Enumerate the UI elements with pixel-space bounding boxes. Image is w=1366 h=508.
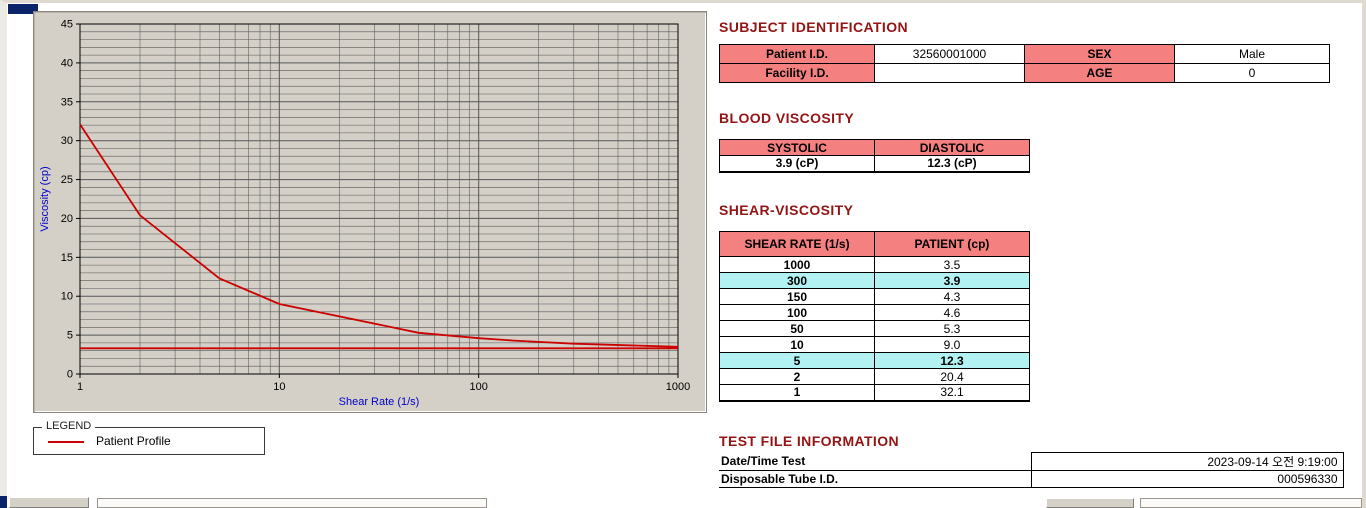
svg-text:30: 30 xyxy=(61,135,73,147)
facility-id-value xyxy=(874,63,1025,83)
svg-text:Shear Rate (1/s): Shear Rate (1/s) xyxy=(339,396,420,408)
svg-text:20: 20 xyxy=(61,213,73,225)
patient-cp-cell: 32.1 xyxy=(874,384,1030,402)
patient-cp-cell: 3.5 xyxy=(874,256,1030,273)
svg-text:0: 0 xyxy=(67,369,73,381)
test-file-information-table: Date/Time Test 2023-09-14 오전 9:19:00 Dis… xyxy=(719,452,1344,488)
patient-cp-header: PATIENT (cp) xyxy=(874,231,1030,257)
bottom-button-fragment-right[interactable] xyxy=(1046,498,1134,508)
svg-text:10: 10 xyxy=(273,381,285,393)
age-value: 0 xyxy=(1174,63,1330,83)
svg-text:45: 45 xyxy=(61,19,73,31)
svg-text:35: 35 xyxy=(61,96,73,108)
shear-viscosity-row: 50 5.3 xyxy=(719,320,1030,337)
shear-viscosity-row: 10 9.0 xyxy=(719,336,1030,353)
shear-viscosity-table: SHEAR RATE (1/s) PATIENT (cp) 1000 3.5 300… xyxy=(719,231,1030,402)
shear-rate-cell: 5 xyxy=(719,352,875,369)
legend-item-label: Patient Profile xyxy=(96,434,171,448)
blood-viscosity-heading: BLOOD VISCOSITY xyxy=(719,110,855,126)
patient-cp-cell: 9.0 xyxy=(874,336,1030,353)
viscosity-chart-panel: 0 5 10 15 20 25 30 35 40 45 1 10 100 1000 Shear Rate (… xyxy=(33,11,707,413)
shear-rate-header: SHEAR RATE (1/s) xyxy=(719,231,875,257)
facility-id-label: Facility I.D. xyxy=(719,63,875,83)
bottom-button-fragment-left[interactable] xyxy=(9,497,89,508)
patient-id-label: Patient I.D. xyxy=(719,44,875,64)
systolic-value: 3.9 (cP) xyxy=(719,155,875,173)
svg-text:100: 100 xyxy=(469,381,487,393)
table-row: 3.9 (cP) 12.3 (cP) xyxy=(719,155,1030,173)
shear-viscosity-row: 150 4.3 xyxy=(719,288,1030,305)
titlebar-fragment xyxy=(8,4,38,14)
sex-label: SEX xyxy=(1024,44,1175,64)
sex-value: Male xyxy=(1174,44,1330,64)
subject-identification-table: Patient I.D. 32560001000 SEX Male Facili… xyxy=(719,44,1330,83)
shear-viscosity-row: 5 12.3 xyxy=(719,352,1030,369)
shear-viscosity-row: 1 32.1 xyxy=(719,384,1030,402)
table-row: Patient I.D. 32560001000 SEX Male xyxy=(719,44,1330,64)
window-chrome-fragment xyxy=(0,496,7,508)
disposable-tube-id-value: 000596330 xyxy=(1030,470,1344,488)
age-label: AGE xyxy=(1024,63,1175,83)
patient-cp-cell: 20.4 xyxy=(874,368,1030,385)
shear-rate-cell: 100 xyxy=(719,304,875,321)
blood-viscosity-table: SYSTOLIC DIASTOLIC 3.9 (cP) 12.3 (cP) xyxy=(719,139,1030,173)
svg-text:25: 25 xyxy=(61,174,73,186)
table-row: Date/Time Test 2023-09-14 오전 9:19:00 xyxy=(719,452,1344,471)
shear-viscosity-row: 2 20.4 xyxy=(719,368,1030,385)
shear-rate-cell: 1000 xyxy=(719,256,875,273)
chart-legend: LEGEND Patient Profile xyxy=(33,420,265,455)
test-file-information-heading: TEST FILE INFORMATION xyxy=(719,433,900,449)
bottom-panel-fragment-2 xyxy=(1140,498,1362,508)
svg-text:5: 5 xyxy=(67,330,73,342)
shear-viscosity-heading: SHEAR-VISCOSITY xyxy=(719,202,854,218)
table-row: Facility I.D. AGE 0 xyxy=(719,63,1330,83)
patient-id-value: 32560001000 xyxy=(874,44,1025,64)
table-header-row: SHEAR RATE (1/s) PATIENT (cp) xyxy=(719,231,1030,257)
shear-viscosity-row: 300 3.9 xyxy=(719,272,1030,289)
shear-rate-cell: 150 xyxy=(719,288,875,305)
legend-line-swatch xyxy=(48,441,84,443)
svg-text:10: 10 xyxy=(61,291,73,303)
diastolic-value: 12.3 (cP) xyxy=(874,155,1030,173)
shear-rate-cell: 50 xyxy=(719,320,875,337)
shear-viscosity-row: 1000 3.5 xyxy=(719,256,1030,273)
patient-cp-cell: 5.3 xyxy=(874,320,1030,337)
shear-rate-cell: 2 xyxy=(719,368,875,385)
table-row: SYSTOLIC DIASTOLIC xyxy=(719,139,1030,156)
patient-cp-cell: 3.9 xyxy=(874,272,1030,289)
bottom-panel-fragment xyxy=(97,498,487,508)
svg-text:15: 15 xyxy=(61,252,73,264)
patient-cp-cell: 4.6 xyxy=(874,304,1030,321)
date-time-test-label: Date/Time Test xyxy=(719,452,1031,471)
svg-text:Viscosity (cp): Viscosity (cp) xyxy=(39,166,51,231)
svg-text:1000: 1000 xyxy=(666,381,690,393)
shear-rate-cell: 1 xyxy=(719,384,875,402)
legend-title: LEGEND xyxy=(42,420,96,432)
diastolic-header: DIASTOLIC xyxy=(874,139,1030,156)
patient-cp-cell: 12.3 xyxy=(874,352,1030,369)
shear-viscosity-row: 100 4.6 xyxy=(719,304,1030,321)
table-row: Disposable Tube I.D. 000596330 xyxy=(719,470,1344,488)
systolic-header: SYSTOLIC xyxy=(719,139,875,156)
viscosity-chart-svg: 0 5 10 15 20 25 30 35 40 45 1 10 100 1000 Shear Rate (… xyxy=(39,19,690,409)
svg-text:1: 1 xyxy=(77,381,83,393)
shear-viscosity-body: 1000 3.5 300 3.9 150 4.3 100 4.6 50 5.3 10 9.0 5 12.3… xyxy=(719,256,1030,402)
subject-identification-heading: SUBJECT IDENTIFICATION xyxy=(719,19,908,35)
disposable-tube-id-label: Disposable Tube I.D. xyxy=(719,470,1031,488)
date-time-test-value: 2023-09-14 오전 9:19:00 xyxy=(1030,452,1344,471)
patient-cp-cell: 4.3 xyxy=(874,288,1030,305)
shear-rate-cell: 300 xyxy=(719,272,875,289)
svg-text:40: 40 xyxy=(61,57,73,69)
shear-rate-cell: 10 xyxy=(719,336,875,353)
